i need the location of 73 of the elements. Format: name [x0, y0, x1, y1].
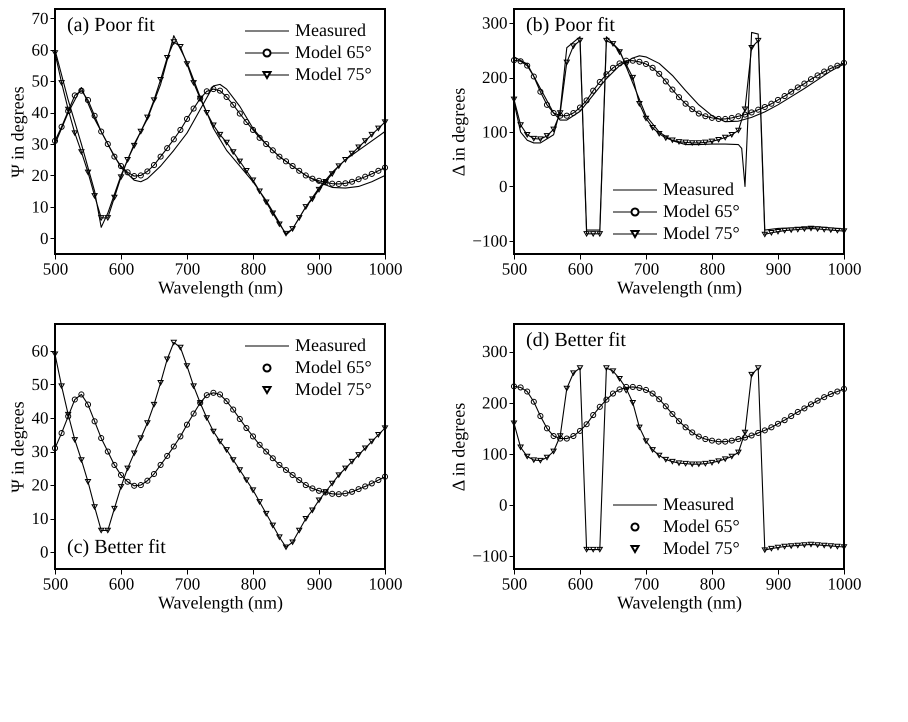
y-tick-label: 300 — [482, 342, 508, 362]
y-axis-title: Δ in degrees — [448, 402, 468, 492]
x-tick-label: 1000 — [828, 260, 862, 278]
y-tick-label: 30 — [32, 134, 48, 154]
legend-label: Measured — [295, 20, 366, 40]
legend-label: Model 75° — [295, 379, 372, 399]
y-tick-label: 0 — [499, 496, 508, 515]
x-tick-label: 600 — [568, 574, 594, 594]
annotation: (c) Better fit — [67, 536, 166, 558]
x-tick-label: 600 — [108, 260, 134, 278]
x-tick-label: 600 — [568, 260, 594, 278]
legend-label: Model 65° — [663, 516, 740, 536]
y-tick-label: 100 — [482, 444, 508, 464]
x-tick-label: 900 — [766, 574, 792, 594]
x-tick-label: 700 — [174, 574, 200, 594]
y-tick-label: −100 — [472, 546, 508, 566]
y-tick-label: 20 — [32, 476, 48, 495]
y-tick-label: −100 — [472, 231, 508, 250]
x-tick-label: 500 — [42, 574, 68, 594]
legend-label: Model 75° — [663, 223, 740, 243]
y-tick-label: 60 — [32, 341, 48, 360]
y-tick-label: 0 — [40, 542, 48, 562]
legend-label: Measured — [295, 335, 366, 355]
y-axis-title: Δ in degrees — [448, 88, 468, 176]
x-tick-label: 800 — [240, 574, 266, 594]
x-tick-label: 600 — [108, 574, 134, 594]
legend-label: Model 75° — [663, 538, 740, 558]
legend-label: Model 65° — [295, 357, 372, 377]
legend-label: Model 65° — [295, 42, 372, 62]
y-tick-label: 100 — [482, 122, 508, 142]
x-tick-label: 700 — [634, 260, 660, 278]
x-tick-label: 500 — [502, 574, 528, 594]
y-tick-label: 30 — [32, 442, 48, 462]
x-tick-label: 1000 — [368, 574, 402, 594]
x-tick-label: 900 — [306, 260, 332, 278]
x-tick-label: 700 — [634, 574, 660, 594]
y-tick-label: 200 — [482, 68, 508, 88]
x-axis-title: Wavelength (nm) — [616, 278, 742, 298]
legend-label: Measured — [663, 494, 734, 514]
y-axis-title: Ψ in degrees — [8, 401, 28, 493]
y-tick-label: 10 — [32, 197, 48, 216]
x-tick-label: 1000 — [368, 260, 402, 278]
y-tick-label: 200 — [482, 393, 508, 412]
x-tick-label: 1000 — [828, 574, 862, 594]
x-tick-label: 800 — [700, 574, 726, 594]
x-axis-title: Wavelength (nm) — [158, 592, 284, 612]
legend-label: Model 75° — [295, 64, 372, 84]
x-tick-label: 500 — [502, 260, 528, 278]
y-axis-title: Ψ in degrees — [8, 86, 28, 178]
y-tick-label: 20 — [32, 166, 48, 185]
x-tick-label: 900 — [306, 574, 332, 594]
x-axis-title: Wavelength (nm) — [616, 592, 742, 612]
annotation: (b) Poor fit — [526, 14, 616, 36]
y-tick-label: 0 — [40, 228, 48, 248]
y-tick-label: 40 — [32, 408, 48, 428]
x-tick-label: 900 — [766, 260, 792, 278]
legend-label: Model 65° — [663, 201, 740, 221]
x-tick-label: 500 — [42, 260, 68, 278]
y-tick-label: 70 — [32, 8, 48, 28]
annotation: (d) Better fit — [526, 329, 626, 351]
y-tick-label: 10 — [32, 509, 48, 528]
x-tick-label: 800 — [700, 260, 726, 278]
y-tick-label: 40 — [32, 103, 48, 122]
y-tick-label: 50 — [32, 374, 48, 394]
y-tick-label: 0 — [499, 176, 508, 196]
y-tick-label: 50 — [32, 72, 48, 91]
x-tick-label: 700 — [174, 260, 200, 278]
y-tick-label: 300 — [482, 14, 508, 33]
x-axis-title: Wavelength (nm) — [158, 278, 284, 298]
y-tick-label: 60 — [32, 40, 48, 60]
x-tick-label: 800 — [240, 260, 266, 278]
legend-label: Measured — [663, 179, 734, 199]
annotation: (a) Poor fit — [67, 14, 156, 36]
